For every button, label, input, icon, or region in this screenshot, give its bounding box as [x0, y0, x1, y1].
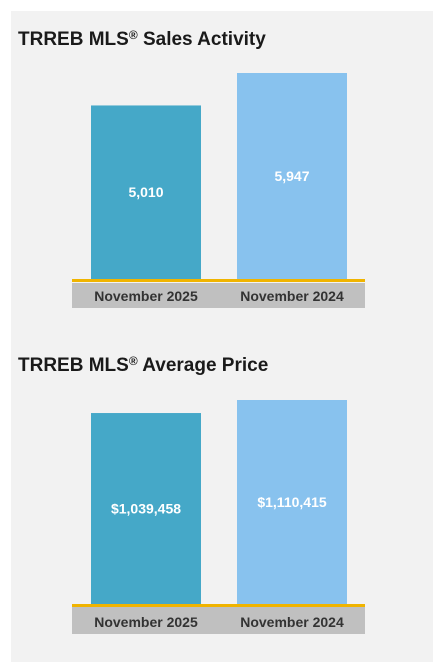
sales-activity-value-label-2: 5,947	[274, 168, 309, 184]
sales-activity-baseline	[72, 279, 365, 282]
chart-panel	[11, 11, 433, 662]
average-price-value-label-1: $1,039,458	[111, 501, 181, 517]
average-price-category-label-1: November 2025	[94, 614, 198, 630]
average-price-title: TRREB MLS® Average Price	[18, 354, 269, 376]
average-price-bar-2	[237, 400, 347, 604]
sales-activity-bar-1	[91, 105, 201, 280]
average-price-category-label-2: November 2024	[240, 614, 344, 630]
average-price-baseline	[72, 604, 365, 607]
sales-activity-bar-2	[237, 73, 347, 279]
sales-activity-category-label-2: November 2024	[240, 288, 344, 304]
average-price-bar-1	[91, 413, 201, 604]
sales-activity-category-band	[72, 283, 365, 308]
average-price-value-label-2: $1,110,415	[257, 494, 327, 510]
sales-activity-value-label-1: 5,010	[128, 184, 163, 200]
sales-activity-title: TRREB MLS® Sales Activity	[18, 28, 266, 50]
sales-activity-category-label-1: November 2025	[94, 288, 198, 304]
average-price-category-band	[72, 607, 365, 634]
